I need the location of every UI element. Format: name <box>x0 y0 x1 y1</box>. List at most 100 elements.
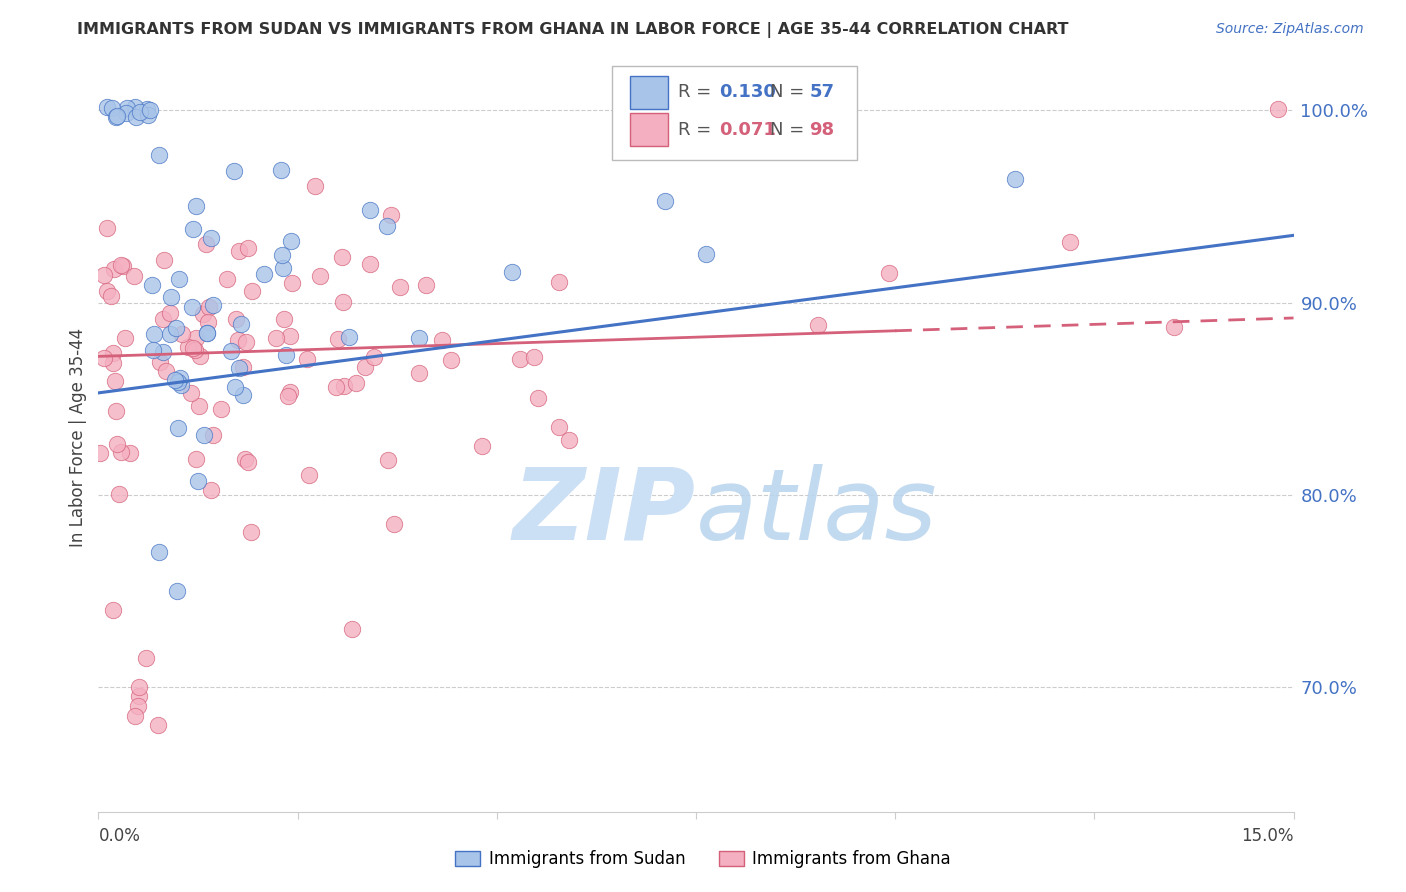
Point <box>325 380 347 394</box>
Point <box>180 386 202 401</box>
Point <box>236 241 259 255</box>
Point <box>103 356 125 370</box>
Point <box>439 353 461 368</box>
Point <box>523 351 546 365</box>
Point <box>155 364 177 378</box>
Point <box>160 290 183 304</box>
Point <box>198 300 221 314</box>
Point <box>219 343 242 358</box>
Text: atlas: atlas <box>696 464 938 560</box>
Point <box>166 583 188 598</box>
Point <box>408 331 430 345</box>
Point <box>253 267 276 281</box>
Text: 15.0%: 15.0% <box>1241 827 1294 845</box>
Point <box>146 718 169 732</box>
Point <box>202 427 225 442</box>
Point <box>1163 320 1185 334</box>
Point <box>332 294 354 309</box>
Point <box>184 452 207 467</box>
Point <box>274 348 297 362</box>
Point <box>297 352 319 367</box>
Point <box>432 333 454 347</box>
Point <box>1267 102 1289 116</box>
Point <box>177 340 200 354</box>
Point <box>96 284 118 298</box>
Point <box>333 379 356 393</box>
Point <box>152 345 174 359</box>
Point <box>141 278 163 293</box>
Point <box>298 468 321 483</box>
Point <box>117 101 139 115</box>
Point <box>184 198 207 212</box>
Point <box>194 237 217 252</box>
Point <box>187 474 209 488</box>
Point <box>382 516 405 531</box>
Point <box>188 350 211 364</box>
Point <box>209 402 232 417</box>
Point <box>181 222 204 236</box>
Text: 0.130: 0.130 <box>718 84 776 102</box>
Point <box>193 307 215 321</box>
Point <box>353 359 375 374</box>
Point <box>415 277 437 292</box>
Point <box>96 221 118 235</box>
Point <box>471 439 494 453</box>
Legend: Immigrants from Sudan, Immigrants from Ghana: Immigrants from Sudan, Immigrants from G… <box>449 844 957 875</box>
Point <box>654 194 676 209</box>
Point <box>135 102 157 116</box>
Point <box>120 445 142 459</box>
Point <box>236 454 259 468</box>
Point <box>558 433 581 447</box>
Point <box>100 288 122 302</box>
FancyBboxPatch shape <box>613 66 858 160</box>
Point <box>170 377 193 392</box>
Point <box>271 260 294 275</box>
Point <box>128 690 150 704</box>
Point <box>103 261 125 276</box>
Point <box>228 361 250 376</box>
Point <box>105 109 128 123</box>
Text: N =: N = <box>770 121 810 139</box>
Point <box>114 331 136 345</box>
Point <box>165 321 187 335</box>
Point <box>135 651 157 665</box>
Point <box>101 603 124 617</box>
Text: 0.0%: 0.0% <box>98 827 141 845</box>
Point <box>228 244 250 259</box>
Point <box>167 271 190 285</box>
Point <box>167 376 190 390</box>
Point <box>304 179 326 194</box>
Y-axis label: In Labor Force | Age 35-44: In Labor Force | Age 35-44 <box>69 327 87 547</box>
Point <box>104 404 127 418</box>
Point <box>159 326 181 341</box>
Text: IMMIGRANTS FROM SUDAN VS IMMIGRANTS FROM GHANA IN LABOR FORCE | AGE 35-44 CORREL: IMMIGRANTS FROM SUDAN VS IMMIGRANTS FROM… <box>77 22 1069 38</box>
Point <box>695 247 717 261</box>
Point <box>104 374 127 388</box>
Point <box>186 330 208 344</box>
Point <box>215 272 238 286</box>
Point <box>197 315 219 329</box>
Point <box>143 327 166 342</box>
Point <box>108 486 131 500</box>
Point <box>509 352 531 367</box>
Point <box>128 680 150 694</box>
Point <box>193 427 215 442</box>
Point <box>159 305 181 319</box>
Point <box>96 100 118 114</box>
Point <box>107 437 129 451</box>
Point <box>233 452 256 467</box>
Point <box>152 312 174 326</box>
Point <box>309 269 332 284</box>
Text: ZIP: ZIP <box>513 464 696 560</box>
Point <box>169 371 191 385</box>
Point <box>110 445 132 459</box>
Text: 0.071: 0.071 <box>718 121 776 139</box>
Point <box>363 350 385 364</box>
Point <box>1004 172 1026 186</box>
Point <box>240 525 263 540</box>
Point <box>278 384 301 399</box>
Point <box>224 380 246 394</box>
Point <box>342 622 364 636</box>
Point <box>377 453 399 467</box>
Text: N =: N = <box>770 84 810 102</box>
